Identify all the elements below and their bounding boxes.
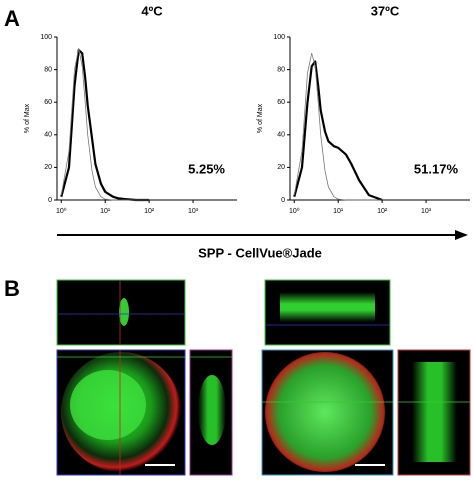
panel-label: A — [4, 6, 20, 31]
histograms: 4ºC % of Max 0 20 40 60 80 100 10⁰ 10¹ 10² 10³ 5.25%… — [24, 3, 470, 215]
x-tick-label: 10⁰ — [56, 207, 67, 215]
x-tick-label: 10⁰ — [289, 207, 300, 215]
y-tick-label: 40 — [44, 132, 52, 139]
y-tick-label: 20 — [44, 164, 52, 171]
histogram-line — [293, 52, 383, 201]
chart-title: 37ºC — [371, 3, 400, 18]
y-tick-label: 40 — [277, 132, 285, 139]
y-tick-label: 100 — [273, 34, 285, 41]
histogram-line — [293, 60, 383, 202]
x-tick-label: 10¹ — [333, 208, 344, 215]
annotation: 51.17% — [414, 161, 459, 176]
panel-label: B — [4, 276, 20, 301]
x-tick-label: 10¹ — [100, 208, 111, 215]
y-tick-label: 80 — [44, 66, 52, 73]
signal — [412, 362, 457, 462]
cell — [265, 352, 385, 472]
signal — [70, 370, 146, 440]
microscopy-left — [56, 279, 233, 476]
annotation: 5.25% — [188, 161, 225, 176]
x-tick-label: 10³ — [188, 208, 199, 215]
y-tick-label: 0 — [48, 197, 52, 204]
signal — [280, 292, 375, 322]
y-tick-label: 60 — [44, 99, 52, 106]
chart-title: 4ºC — [141, 3, 163, 18]
y-tick-label: 20 — [277, 164, 285, 171]
signal — [198, 375, 226, 445]
y-tick-label: 60 — [277, 99, 285, 106]
microscopy-right — [261, 279, 471, 476]
arrow-head — [455, 230, 468, 240]
y-tick-label: 0 — [281, 197, 285, 204]
axis-caption: SPP - CellVue®Jade — [198, 245, 322, 260]
x-tick-label: 10² — [144, 208, 155, 215]
y-axis-label: % of Max — [257, 103, 264, 133]
histogram-line — [60, 48, 150, 201]
x-tick-label: 10² — [377, 208, 388, 215]
signal — [119, 298, 129, 326]
y-tick-label: 100 — [40, 34, 52, 41]
y-axis-label: % of Max — [24, 103, 31, 133]
histogram-line — [60, 48, 150, 202]
y-tick-label: 80 — [277, 66, 285, 73]
x-tick-label: 10³ — [421, 208, 432, 215]
